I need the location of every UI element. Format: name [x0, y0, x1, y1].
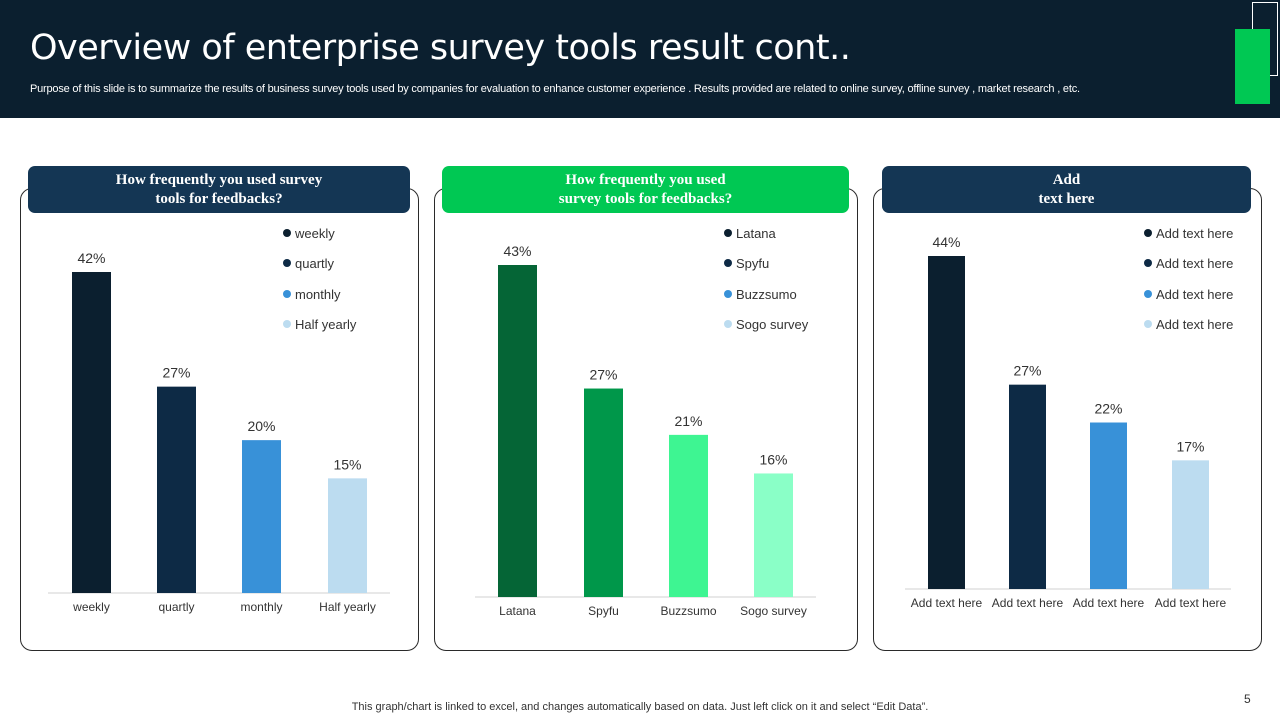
- bar-4: [1172, 460, 1209, 589]
- category-label-4: Half yearly: [319, 600, 376, 614]
- value-label-4: 15%: [333, 456, 361, 472]
- value-label-4: 17%: [1176, 438, 1204, 454]
- value-label-2: 27%: [162, 365, 190, 381]
- bar-3: [669, 434, 708, 597]
- bar-4: [328, 478, 367, 593]
- chart-panel-1-title: How frequently you used survey tools for…: [28, 166, 410, 213]
- legend-marker-1: [724, 229, 732, 237]
- category-label-1: weekly: [72, 600, 110, 614]
- bar-3: [242, 440, 281, 593]
- value-label-2: 27%: [1013, 363, 1041, 379]
- category-label-4: Sogo survey: [740, 604, 807, 618]
- value-label-3: 21%: [674, 413, 702, 429]
- bar-3: [1090, 422, 1127, 589]
- footer-note: This graph/chart is linked to excel, and…: [351, 701, 929, 713]
- bar-2: [584, 388, 623, 597]
- bar-1: [928, 256, 965, 589]
- legend-marker-4: [283, 320, 291, 328]
- category-label-3: Add text here: [1073, 596, 1145, 610]
- legend-label-1: Add text here: [1156, 226, 1233, 241]
- legend-marker-4: [1144, 320, 1152, 328]
- value-label-1: 42%: [77, 250, 105, 266]
- value-label-1: 44%: [932, 234, 960, 250]
- legend-marker-2: [283, 259, 291, 267]
- category-label-2: Spyfu: [588, 604, 619, 618]
- legend-marker-3: [283, 290, 291, 298]
- bar-1: [498, 265, 537, 597]
- decorative-green-rect: [1235, 29, 1270, 104]
- category-label-2: quartly: [158, 600, 194, 614]
- legend-marker-1: [283, 229, 291, 237]
- bar-2: [157, 386, 196, 593]
- legend-marker-2: [724, 259, 732, 267]
- slide-subtitle: Purpose of this slide is to summarize th…: [30, 83, 1080, 95]
- slide-header: Overview of enterprise survey tools resu…: [0, 0, 1280, 118]
- legend-label-4: Half yearly: [295, 317, 357, 332]
- legend-marker-3: [724, 290, 732, 298]
- legend-label-1: Latana: [736, 226, 777, 241]
- value-label-3: 22%: [1094, 401, 1122, 417]
- value-label-2: 27%: [589, 367, 617, 383]
- category-label-3: Buzzsumo: [660, 604, 716, 618]
- legend-label-3: Buzzsumo: [736, 287, 797, 302]
- value-label-1: 43%: [503, 243, 531, 259]
- legend-marker-3: [1144, 290, 1152, 298]
- chart-panel-2-title: How frequently you used survey tools for…: [442, 166, 849, 213]
- legend-marker-2: [1144, 259, 1152, 267]
- legend-label-2: Spyfu: [736, 256, 769, 271]
- legend-label-1: weekly: [294, 226, 335, 241]
- legend-label-4: Add text here: [1156, 317, 1233, 332]
- legend-marker-4: [724, 320, 732, 328]
- category-label-4: Add text here: [1155, 596, 1227, 610]
- legend-marker-1: [1144, 229, 1152, 237]
- bar-1: [72, 272, 111, 593]
- bar-2: [1009, 384, 1046, 589]
- value-label-3: 20%: [247, 418, 275, 434]
- category-label-2: Add text here: [992, 596, 1064, 610]
- category-label-1: Add text here: [911, 596, 983, 610]
- category-label-1: Latana: [499, 604, 536, 618]
- page-number: 5: [1244, 692, 1251, 706]
- legend-label-4: Sogo survey: [736, 317, 809, 332]
- chart-panel-3-title: Add text here: [882, 166, 1251, 213]
- slide-title: Overview of enterprise survey tools resu…: [30, 28, 851, 68]
- value-label-4: 16%: [759, 451, 787, 467]
- bar-4: [754, 473, 793, 597]
- category-label-3: monthly: [240, 600, 282, 614]
- legend-label-3: monthly: [295, 287, 341, 302]
- legend-label-2: Add text here: [1156, 256, 1233, 271]
- legend-label-3: Add text here: [1156, 287, 1233, 302]
- legend-label-2: quartly: [295, 256, 335, 271]
